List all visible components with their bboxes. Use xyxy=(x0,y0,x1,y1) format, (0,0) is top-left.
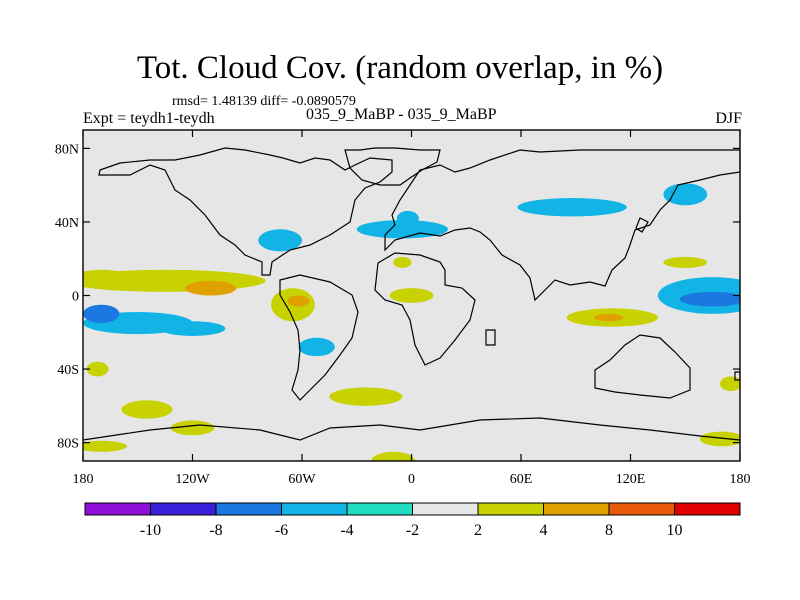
colorbar-swatch xyxy=(412,502,479,516)
y-tick-label: 80S xyxy=(57,437,79,452)
coast-japan xyxy=(635,217,649,233)
contour-patch xyxy=(389,288,434,303)
contour-patch xyxy=(371,451,416,461)
contour-patch xyxy=(287,295,310,307)
period-label: 035_9_MaBP - 035_9_MaBP xyxy=(306,106,497,123)
coast-eurasia xyxy=(384,149,740,302)
contour-patch xyxy=(121,400,173,419)
chart-title: Tot. Cloud Cov. (random overlap, in %) xyxy=(136,50,664,86)
colorbar-swatch xyxy=(608,502,675,516)
coast-australia xyxy=(594,334,691,399)
contour-region-africa-positive xyxy=(389,256,434,303)
contour-patch xyxy=(679,291,740,307)
colorbar-label: 8 xyxy=(605,522,613,539)
x-tick-label: 60W xyxy=(288,472,316,487)
contour-region-asia-negative xyxy=(517,183,708,217)
contour-patch xyxy=(258,229,302,252)
colorbar-swatch xyxy=(215,502,282,516)
coast-south-america xyxy=(279,274,359,401)
contour-region-indian-ocean-core xyxy=(594,313,624,322)
contour-patch xyxy=(159,321,226,336)
contour-patch xyxy=(393,256,412,268)
colorbar-label: 10 xyxy=(667,522,683,539)
contour-patch xyxy=(663,256,708,268)
contour-region-southern-ocean-positive-a xyxy=(86,361,173,419)
colorbar-swatch xyxy=(346,502,413,516)
contour-patch xyxy=(396,210,419,226)
colorbar: -10 -8 -6 -4 -2 2 4 8 10 xyxy=(84,502,741,539)
y-tick-label: 0 xyxy=(72,290,79,305)
colorbar-label: -2 xyxy=(406,522,419,539)
contour-patch xyxy=(699,431,740,447)
coast-antarctica xyxy=(83,417,740,441)
colorbar-label: -10 xyxy=(140,522,161,539)
contour-region-africa-negative xyxy=(396,210,419,226)
contour-patch xyxy=(170,420,215,436)
contour-patch xyxy=(329,387,403,406)
coast-new-zealand xyxy=(734,371,740,381)
contour-fields xyxy=(83,183,740,461)
colorbar-swatch xyxy=(150,502,217,516)
contour-region-west-pacific-core xyxy=(679,291,740,307)
contour-patch xyxy=(185,280,237,296)
coast-greenland xyxy=(344,147,441,186)
colorbar-swatch xyxy=(477,502,544,516)
colorbar-label: 2 xyxy=(474,522,482,539)
contour-region-south-america-negative xyxy=(298,337,335,357)
coast-north-america xyxy=(98,147,393,276)
contour-region-south-pacific-core xyxy=(83,304,120,324)
contour-patch xyxy=(517,198,627,217)
contour-patch xyxy=(298,337,335,357)
axes: 180 120W 60W 0 60E 120E 180 80N 40N 0 40S 80S xyxy=(55,130,751,487)
colorbar-swatch xyxy=(281,502,348,516)
contour-region-south-atlantic-positive xyxy=(329,387,403,406)
colorbar-swatch xyxy=(543,502,610,516)
x-tick-label: 180 xyxy=(730,472,751,487)
colorbar-label: -4 xyxy=(340,522,353,539)
colorbar-swatch xyxy=(674,502,741,516)
coast-africa xyxy=(374,252,476,366)
y-tick-label: 40S xyxy=(57,363,79,378)
contour-patch xyxy=(83,440,127,452)
colorbar-swatch xyxy=(84,502,151,516)
colorbar-label: -6 xyxy=(275,522,288,539)
x-tick-label: 120W xyxy=(175,472,210,487)
x-tick-label: 180 xyxy=(73,472,94,487)
contour-patch xyxy=(663,183,708,206)
contour-region-amazon-core xyxy=(287,295,310,307)
experiment-text: Expt = teydh1-teydh xyxy=(83,110,215,127)
coast-madagascar xyxy=(485,329,496,346)
x-tick-label: 0 xyxy=(408,472,415,487)
contour-region-southern-ocean-positive-b xyxy=(83,420,215,452)
x-tick-label: 120E xyxy=(616,472,646,487)
contour-patch xyxy=(83,304,120,324)
contour-patch xyxy=(594,313,624,322)
coastlines xyxy=(83,147,740,441)
contour-region-antarctic-positive xyxy=(371,431,740,461)
stats-text: rmsd= 1.48139 diff= -0.0890579 xyxy=(172,94,356,109)
contour-patch xyxy=(83,269,129,285)
contour-region-central-pacific-core xyxy=(185,280,237,296)
y-tick-label: 80N xyxy=(55,142,79,157)
colorbar-label: -8 xyxy=(209,522,222,539)
contour-patch xyxy=(719,376,740,392)
season-label: DJF xyxy=(715,110,742,127)
y-tick-label: 40N xyxy=(55,216,79,231)
x-tick-label: 60E xyxy=(510,472,533,487)
colorbar-label: 4 xyxy=(540,522,548,539)
contour-patch xyxy=(86,361,109,377)
